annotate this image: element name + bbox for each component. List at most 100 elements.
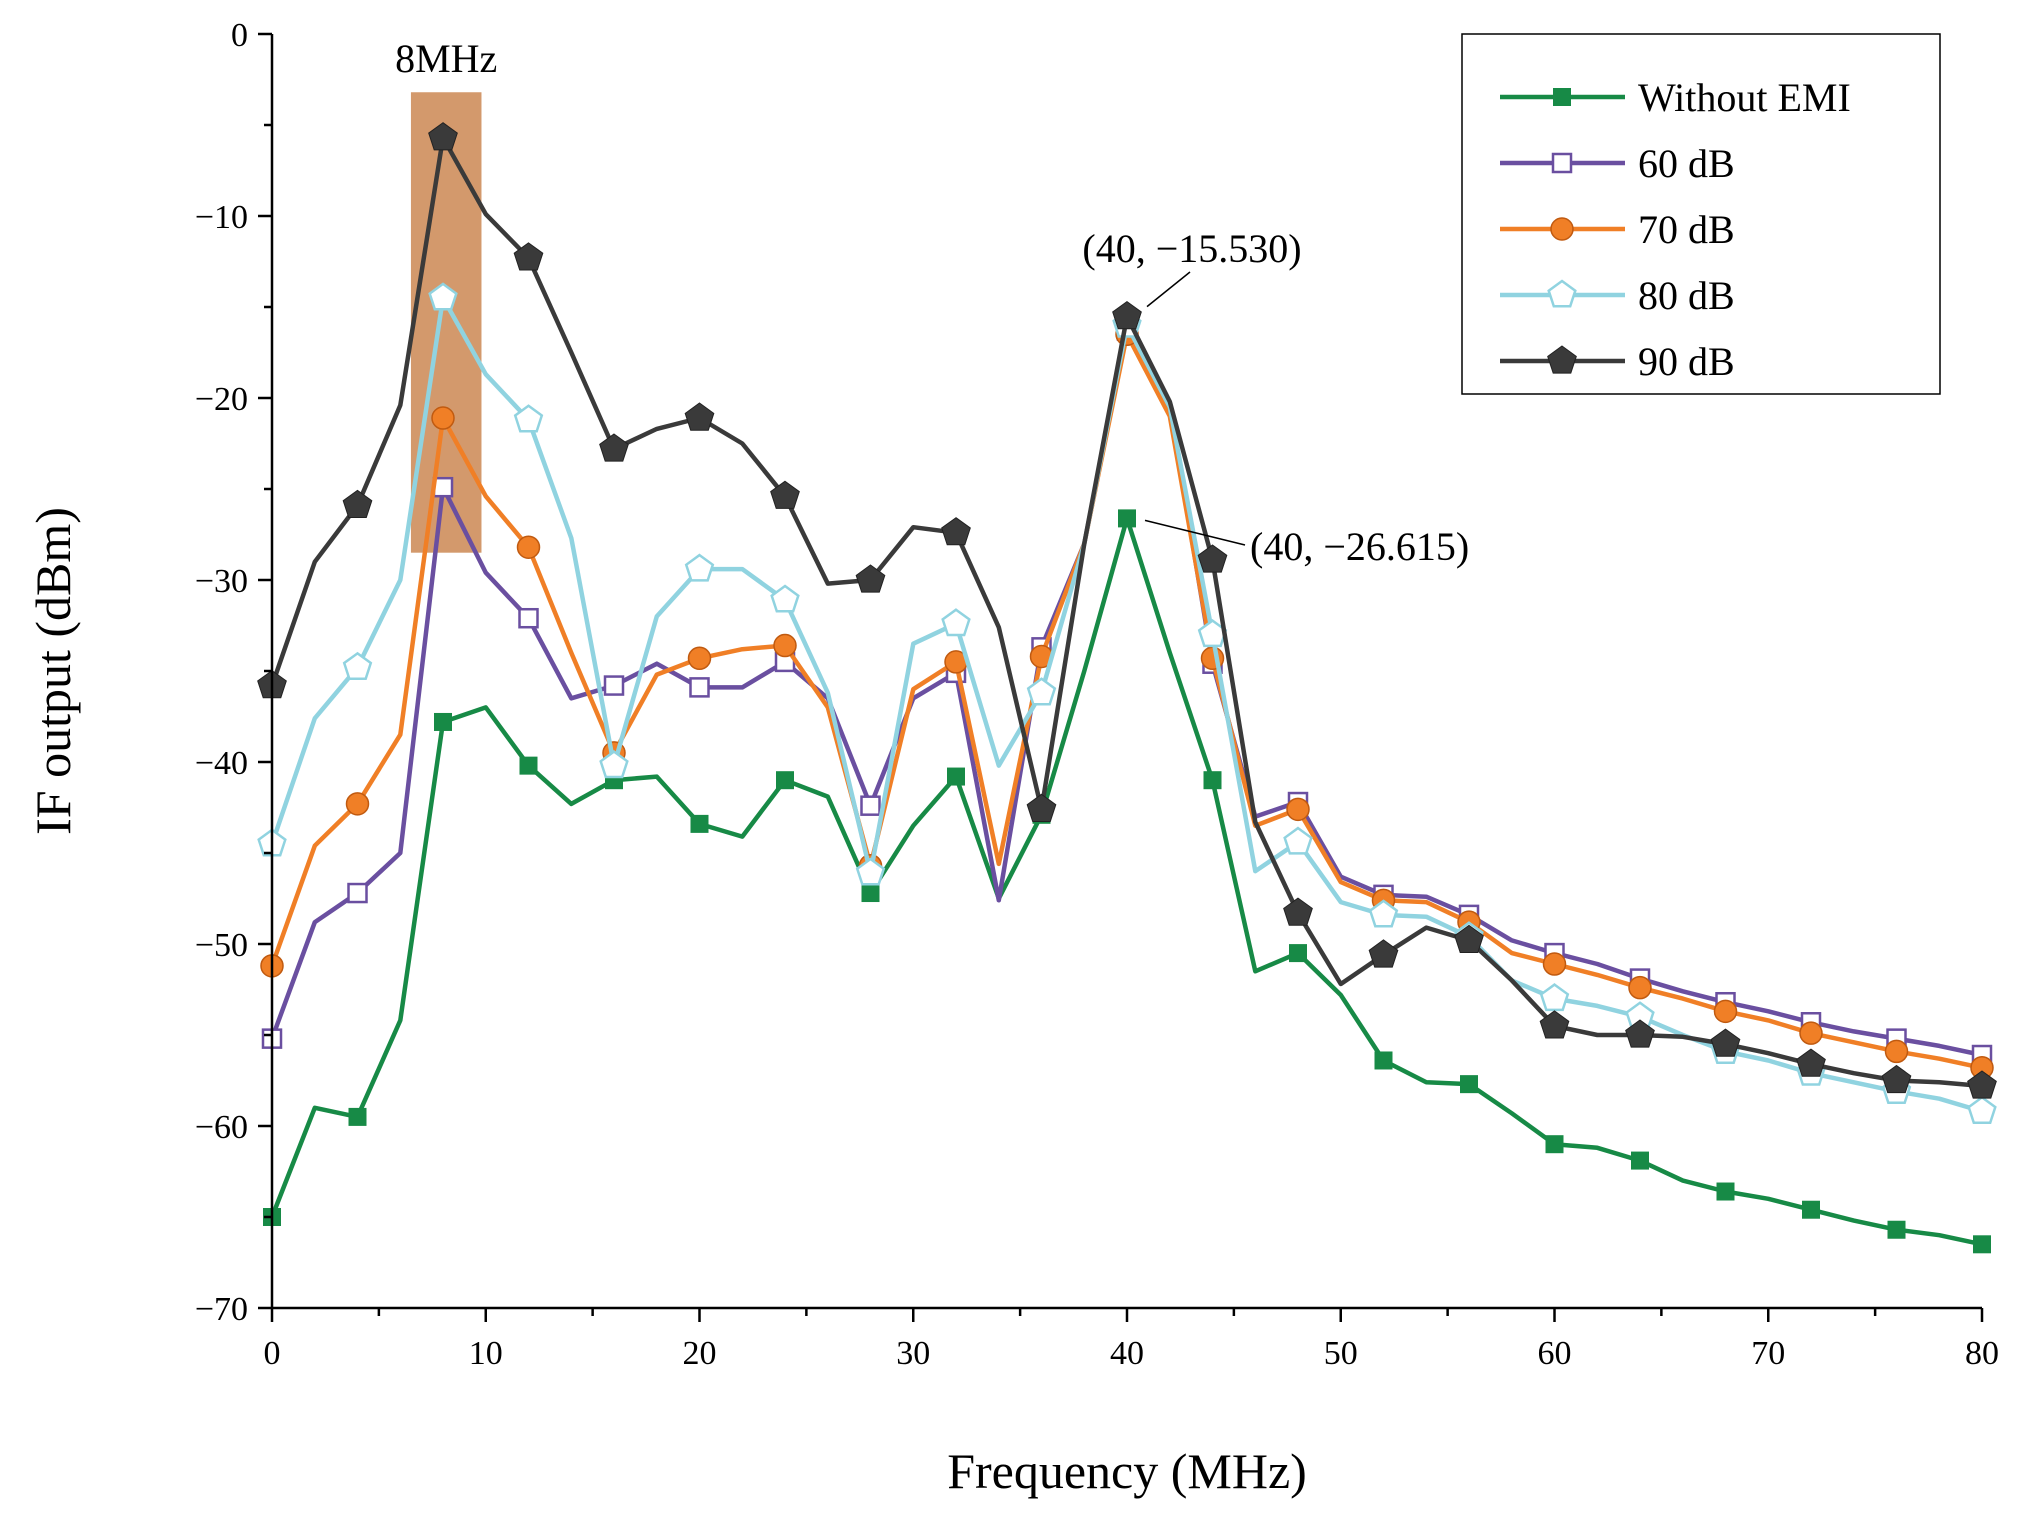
point-90-db-56	[1454, 924, 1484, 953]
y-tick-label-70: −70	[195, 1291, 248, 1328]
series-layer	[257, 122, 1997, 1254]
point-60-db-20	[689, 677, 710, 698]
series-line-60-db	[269, 328, 1983, 1058]
point-70-db-64	[1628, 975, 1652, 1000]
y-tick-label-20: −20	[195, 381, 248, 418]
point-80-db-20	[684, 553, 715, 582]
legend-marker-without-emi	[1553, 88, 1571, 106]
point-90-db-12	[513, 242, 544, 271]
point-70-db-72	[1799, 1021, 1823, 1045]
series-90-db	[257, 122, 1997, 1099]
y-tick-label-60: −60	[195, 1109, 248, 1146]
point-without-emi-68	[1716, 1182, 1735, 1201]
point-90-db-24	[770, 480, 800, 509]
legend-label-80db: 80 dB	[1638, 273, 1735, 318]
x-tick-label-80: 80	[1965, 1335, 1999, 1372]
point-without-emi-72	[1802, 1200, 1820, 1219]
highlight-label: 8MHz	[395, 36, 497, 81]
legend-symbol-60-db	[1551, 152, 1573, 174]
point-90-db-20	[684, 402, 715, 431]
point-90-db-8	[428, 122, 458, 151]
legend-symbol-without-emi	[1553, 88, 1571, 106]
point-70-db-8	[431, 406, 455, 430]
legend-label-60db: 60 dB	[1638, 141, 1735, 186]
point-70-db-68	[1713, 999, 1738, 1024]
point-80-db-36	[1026, 677, 1057, 706]
point-90-db-48	[1283, 897, 1313, 926]
point-90-db-64	[1625, 1019, 1655, 1048]
point-80-db-32	[941, 608, 971, 637]
y-tick-label-30: −30	[195, 563, 248, 600]
legend: Without EMI 60 dB 70 dB 80 dB 90 dB	[1461, 33, 1941, 395]
point-without-emi-24	[776, 771, 794, 790]
y-tick-label-10: −10	[195, 199, 248, 236]
point-80-db-48	[1283, 826, 1313, 855]
point-without-emi-64	[1631, 1151, 1649, 1170]
point-without-emi-80	[1973, 1235, 1991, 1254]
point-60-db-28	[860, 795, 881, 816]
x-tick-label-70: 70	[1751, 1335, 1785, 1372]
annotation-leader-1	[1146, 271, 1191, 308]
y-axis-title: IF output (dBm)	[25, 507, 81, 835]
point-without-emi-40	[1118, 509, 1136, 528]
highlight-band-8mhz	[410, 92, 482, 553]
legend-item-70db: 70 dB	[1500, 207, 1735, 252]
point-without-emi-32	[947, 767, 965, 786]
legend-symbol-70-db	[1550, 217, 1574, 241]
series-70-db	[260, 322, 1994, 1080]
point-90-db-36	[1026, 793, 1057, 822]
point-80-db-60	[1539, 983, 1570, 1012]
point-without-emi-60	[1545, 1135, 1564, 1154]
point-80-db-28	[855, 857, 886, 886]
x-tick-label-40: 40	[1110, 1335, 1144, 1372]
legend-item-90db: 90 dB	[1500, 339, 1735, 384]
point-without-emi-12	[519, 756, 538, 775]
point-60-db-4	[347, 882, 368, 904]
x-tick-label-60: 60	[1538, 1335, 1572, 1372]
legend-item-80db: 80 dB	[1500, 273, 1735, 318]
point-without-emi-48	[1289, 944, 1307, 963]
point-90-db-68	[1710, 1028, 1741, 1057]
x-tick-label-10: 10	[469, 1335, 503, 1372]
point-80-db-24	[770, 584, 800, 613]
point-60-db-12	[518, 607, 539, 629]
point-90-db-28	[855, 564, 886, 593]
point-90-db-32	[941, 517, 971, 546]
legend-box	[1461, 33, 1941, 395]
point-70-db-60	[1542, 952, 1567, 976]
point-70-db-48	[1286, 797, 1310, 822]
x-tick-label-20: 20	[683, 1335, 717, 1372]
point-60-db-16	[603, 675, 625, 696]
point-70-db-76	[1884, 1039, 1909, 1064]
point-without-emi-28	[861, 884, 880, 903]
point-without-emi-76	[1887, 1220, 1906, 1239]
point-90-db-80	[1967, 1070, 1997, 1099]
point-70-db-20	[687, 646, 712, 671]
point-without-emi-52	[1374, 1051, 1393, 1070]
annotation-leader-2	[1144, 519, 1246, 546]
legend-item-without-emi: Without EMI	[1500, 75, 1851, 120]
point-80-db-16	[599, 750, 629, 779]
legend-item-60db: 60 dB	[1500, 141, 1735, 186]
legend-label-70db: 70 dB	[1638, 207, 1735, 252]
point-without-emi-4	[348, 1107, 367, 1126]
legend-label-without-emi: Without EMI	[1638, 75, 1851, 120]
annotation-peak-without-emi: (40, −26.615)	[1250, 524, 1469, 569]
y-tick-label-50: −50	[195, 927, 248, 964]
point-80-db-4	[342, 651, 373, 680]
legend-symbol-80-db	[1547, 279, 1577, 308]
axes: 0 10 20 30 40 50 60 70 80 0 −10 −20 −30 −40 −50 −60 −70	[195, 17, 1999, 1372]
legend-marker-70db	[1550, 217, 1574, 241]
point-90-db-44	[1197, 544, 1228, 573]
legend-marker-80db	[1547, 279, 1577, 308]
series-60-db	[261, 320, 1993, 1066]
y-tick-label-0: 0	[231, 17, 248, 54]
point-without-emi-8	[434, 712, 452, 731]
point-90-db-52	[1368, 939, 1399, 968]
point-80-db-52	[1368, 899, 1399, 928]
point-without-emi-44	[1203, 771, 1222, 790]
point-90-db-76	[1881, 1064, 1912, 1094]
legend-marker-90db	[1547, 345, 1577, 374]
point-without-emi-56	[1460, 1075, 1478, 1094]
y-tick-label-40: −40	[195, 745, 248, 782]
